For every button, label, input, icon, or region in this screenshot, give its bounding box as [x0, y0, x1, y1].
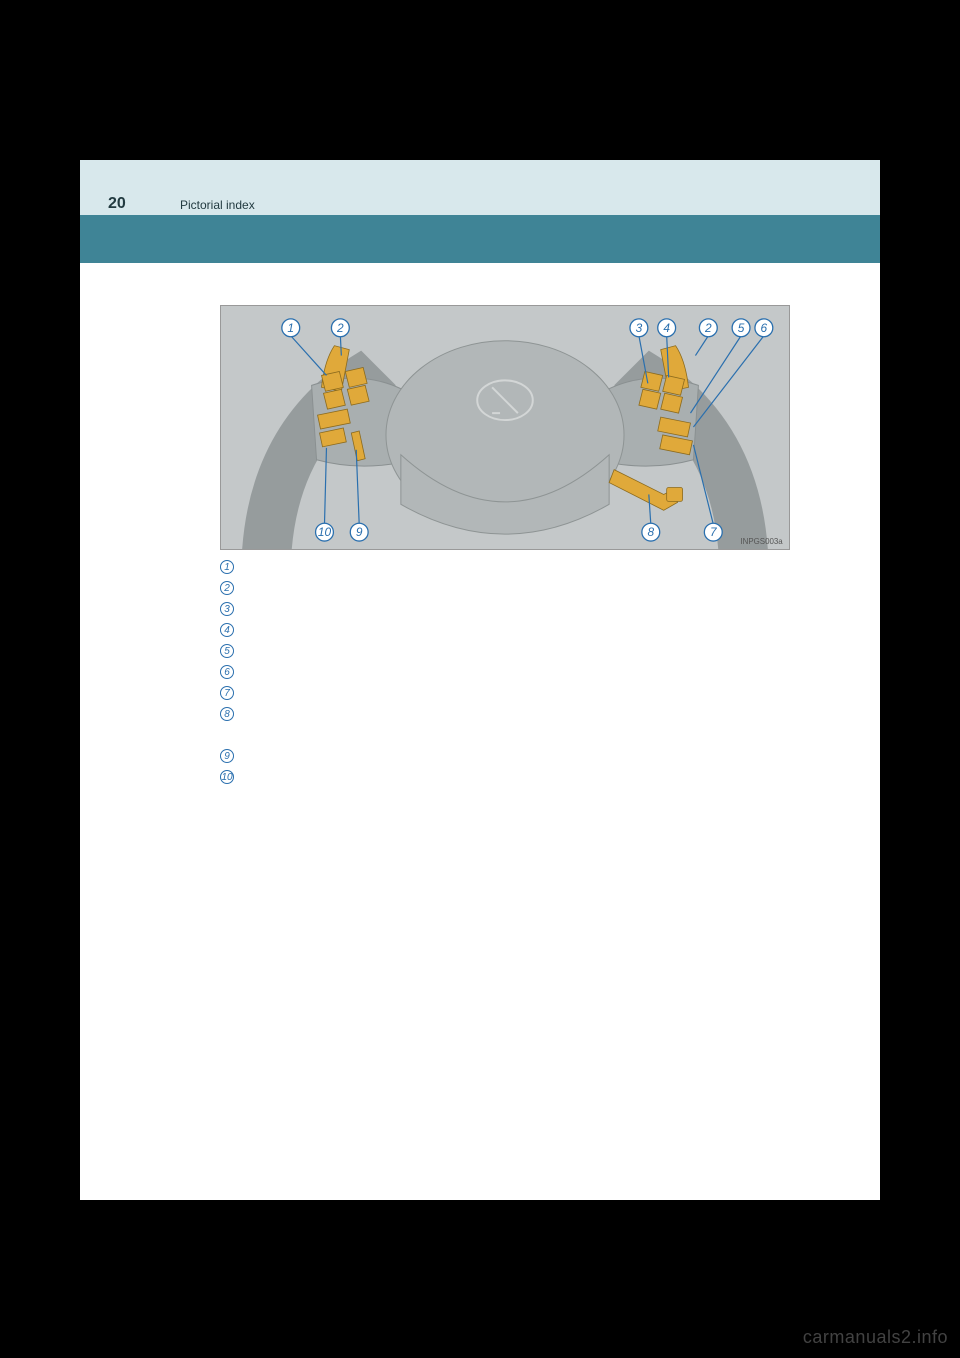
- list-circle: 6: [220, 665, 234, 679]
- list-item: 8: [220, 705, 790, 726]
- list-circle: 3: [220, 602, 234, 616]
- seek-up-button: [345, 367, 367, 387]
- list-circle: 10: [220, 770, 234, 784]
- callout-line: [695, 336, 708, 356]
- list-item: 10: [220, 768, 790, 789]
- phone-hangup-button: [639, 389, 661, 409]
- cruise-stalk-tip: [667, 488, 683, 502]
- callout-num: 4: [663, 321, 670, 335]
- list-circle: 7: [220, 686, 234, 700]
- manual-page: 20 Pictorial index: [80, 160, 880, 1200]
- list-item: 1: [220, 558, 790, 579]
- watermark: carmanuals2.info: [803, 1327, 948, 1348]
- header-bar: 20 Pictorial index: [80, 160, 880, 215]
- list-circle: 4: [220, 623, 234, 637]
- callout-num: 6: [761, 321, 768, 335]
- callout-num: 2: [336, 321, 344, 335]
- callout-num: 9: [356, 525, 363, 539]
- callout-num: 8: [647, 525, 654, 539]
- list-item: 2: [220, 579, 790, 600]
- list-circle: 9: [220, 749, 234, 763]
- list-circle: 8: [220, 707, 234, 721]
- image-id-label: INPGS003a: [740, 537, 783, 546]
- list-item: 6: [220, 663, 790, 684]
- list-item: 3: [220, 600, 790, 621]
- phone-button: [641, 371, 663, 391]
- list-item: 9: [220, 747, 790, 768]
- page-number: 20: [108, 195, 126, 213]
- list-circle: 5: [220, 644, 234, 658]
- subheader-bar: [80, 215, 880, 263]
- callout-num: 3: [636, 321, 643, 335]
- callout-num: 10: [318, 525, 332, 539]
- header-title: Pictorial index: [180, 198, 255, 212]
- voice-button: [663, 375, 685, 395]
- callout-line: [291, 336, 327, 376]
- list-item-blank: [220, 726, 790, 747]
- list-circle: 2: [220, 581, 234, 595]
- callout-num: 1: [287, 321, 294, 335]
- callout-num: 5: [738, 321, 745, 335]
- list-item: 7: [220, 684, 790, 705]
- callout-line: [693, 336, 763, 427]
- diagram-svg: INPGS003a 1 2 3 4 2 5: [221, 306, 789, 549]
- steering-wheel-diagram: INPGS003a 1 2 3 4 2 5: [220, 305, 790, 550]
- callout-num: 2: [704, 321, 712, 335]
- seek-down-button: [347, 385, 369, 405]
- vol-down-button: [323, 389, 345, 409]
- callout-legend-list: 1 2 3 4 5 6 7 8 9 10: [220, 558, 790, 789]
- list-item: 4: [220, 621, 790, 642]
- list-circle: 1: [220, 560, 234, 574]
- list-item: 5: [220, 642, 790, 663]
- back-button: [661, 393, 683, 413]
- callout-num: 7: [710, 525, 717, 539]
